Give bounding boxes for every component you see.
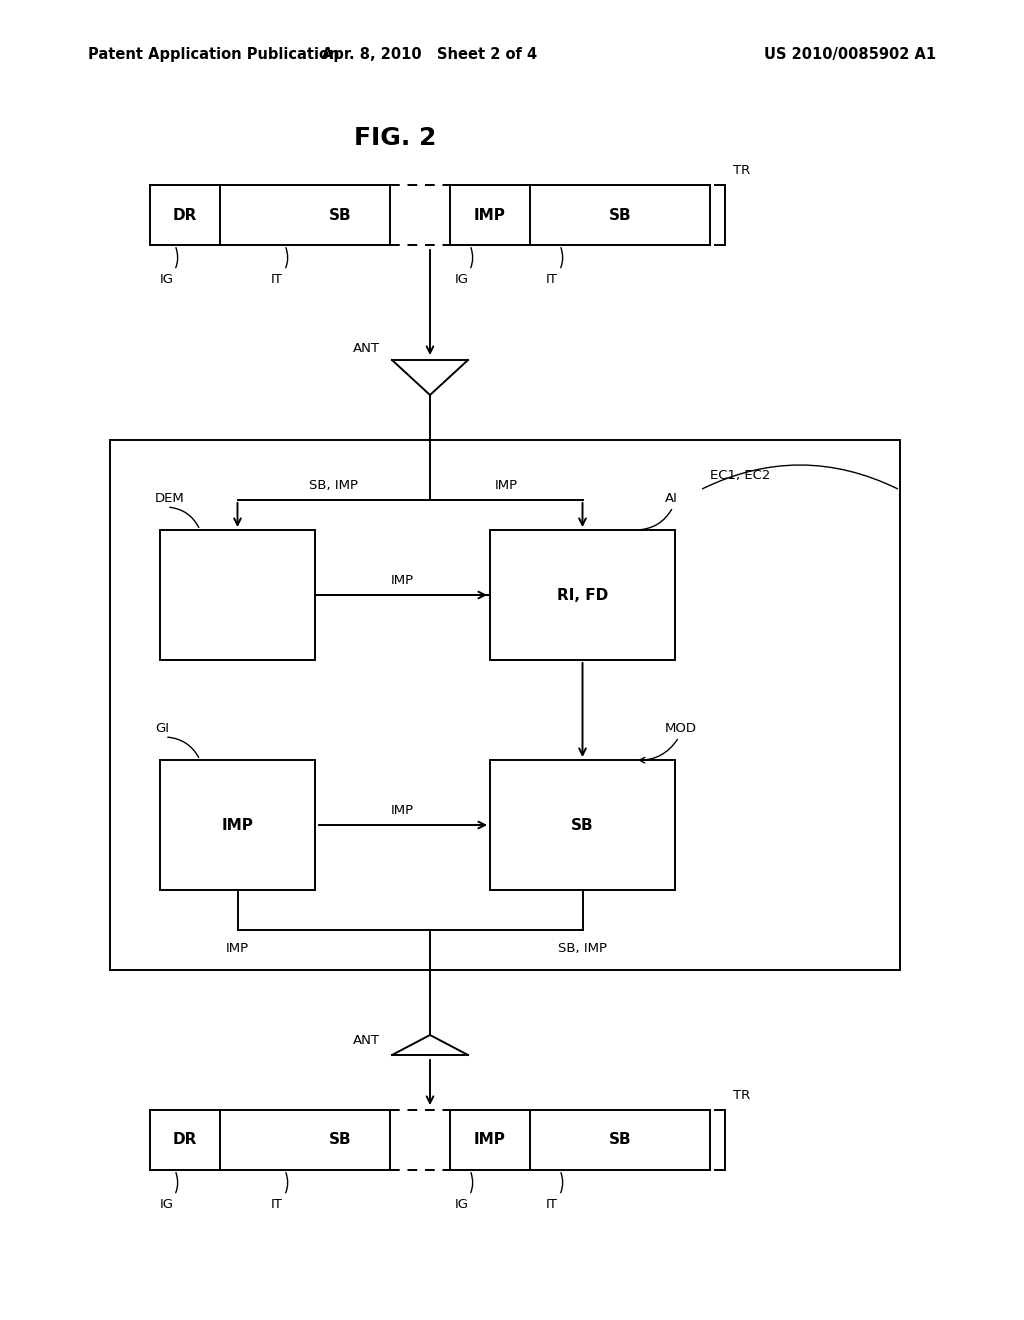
Text: SB: SB [571,817,594,833]
Text: MOD: MOD [665,722,697,735]
Text: IMP: IMP [221,817,253,833]
Text: IT: IT [546,1172,563,1210]
Text: DEM: DEM [155,492,184,506]
Bar [110,440,900,970]
Text: IMP: IMP [391,804,414,817]
Text: AI: AI [665,492,678,506]
Text: FIG. 2: FIG. 2 [354,125,436,150]
Text: Apr. 8, 2010   Sheet 2 of 4: Apr. 8, 2010 Sheet 2 of 4 [323,48,538,62]
Text: IMP: IMP [474,1133,506,1147]
Bar [160,760,315,890]
Bar [160,531,315,660]
Text: EC1, EC2: EC1, EC2 [710,469,770,482]
Text: RI, FD: RI, FD [557,587,608,602]
Text: DR: DR [173,207,198,223]
Text: SB, IMP: SB, IMP [558,942,607,954]
Text: IT: IT [271,1172,288,1210]
Text: IG: IG [455,1172,473,1210]
Text: IMP: IMP [474,207,506,223]
Text: Patent Application Publication: Patent Application Publication [88,48,340,62]
Text: US 2010/0085902 A1: US 2010/0085902 A1 [764,48,936,62]
Text: IG: IG [455,248,473,286]
Bar [490,760,675,890]
Text: IMP: IMP [495,479,518,492]
Text: IMP: IMP [226,942,249,954]
Text: ANT: ANT [353,1034,380,1047]
Text: SB: SB [329,1133,351,1147]
Text: IG: IG [160,248,178,286]
Bar [490,531,675,660]
Text: SB, IMP: SB, IMP [309,479,358,492]
Text: IMP: IMP [391,574,414,587]
Text: IG: IG [160,1172,178,1210]
Text: TR: TR [733,1089,751,1102]
Text: IT: IT [271,248,288,286]
Text: IT: IT [546,248,563,286]
Text: GI: GI [155,722,169,735]
Text: ANT: ANT [353,342,380,355]
Text: SB: SB [608,1133,632,1147]
Text: DR: DR [173,1133,198,1147]
Text: SB: SB [329,207,351,223]
Text: TR: TR [733,164,751,177]
Text: SB: SB [608,207,632,223]
